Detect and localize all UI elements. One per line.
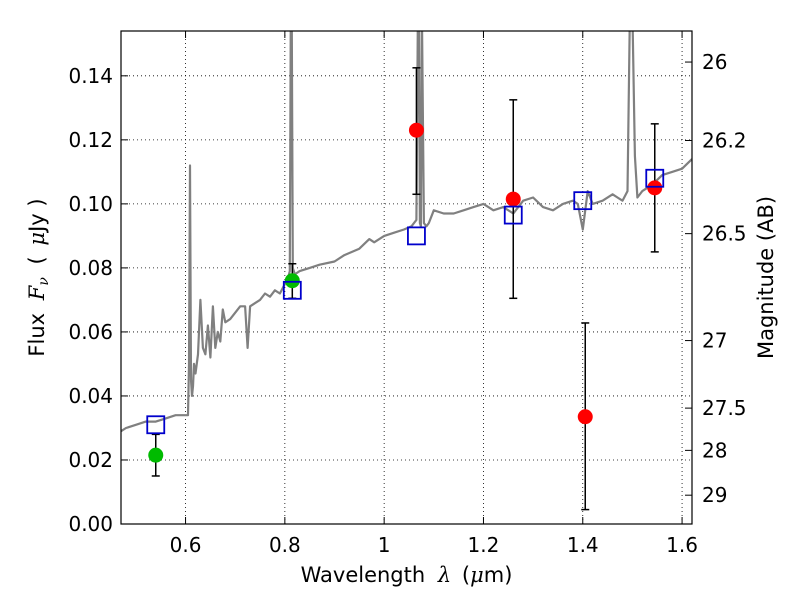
model-spectrum-line (121, 31, 692, 433)
y-axis-label: Flux Fν ( μJy ) (25, 198, 53, 356)
x-tick-label: 1 (378, 533, 391, 557)
x-tick-label: 1.6 (666, 533, 698, 557)
red-data-point (505, 191, 521, 207)
model-photometry-square (407, 226, 426, 246)
plot-area (121, 31, 692, 511)
red-data-point (647, 180, 663, 196)
model-photometry-square (146, 415, 166, 435)
y2-tick-label: 26 (702, 50, 727, 74)
green-data-point (148, 447, 164, 463)
y2-tick-label: 28 (702, 438, 727, 462)
grid (121, 31, 692, 524)
y2-tick-label: 26.2 (702, 128, 747, 152)
green-data-point (284, 273, 300, 289)
red-data-point (577, 409, 593, 425)
model-photometry-square (282, 280, 302, 300)
axes: 0.6 0.8 1 1.2 1.4 1.6 0.00 0.02 0.04 0.06 0.08 0.10… (68, 31, 747, 557)
y-tick-label: 0.04 (68, 384, 113, 408)
y-tick-label: 0.12 (68, 128, 113, 152)
y-tick-label: 0.14 (68, 64, 113, 88)
x-tick-label: 0.8 (269, 533, 301, 557)
model-photometry-square (573, 191, 593, 211)
y-tick-label: 0.10 (68, 192, 113, 216)
x-axis-label: Wavelength λ (μm) (301, 563, 513, 587)
plot-frame (120, 30, 693, 525)
x-tick-label: 1.2 (468, 533, 500, 557)
model-photometry-square (645, 168, 665, 188)
y2-tick-label: 29 (702, 483, 727, 507)
y-tick-label: 0.00 (68, 512, 113, 536)
model-photometry-square (503, 205, 523, 225)
x-tick-label: 0.6 (170, 533, 202, 557)
y-tick-label: 0.02 (68, 448, 113, 472)
y2-tick-label: 27.5 (702, 396, 747, 420)
y-tick-label: 0.06 (68, 320, 113, 344)
y2-axis-label: Magnitude (AB) (754, 196, 778, 359)
y2-tick-label: 26.5 (702, 222, 747, 246)
y-tick-label: 0.08 (68, 256, 113, 280)
x-tick-label: 1.4 (567, 533, 599, 557)
y2-tick-label: 27 (702, 329, 727, 353)
red-data-point (408, 122, 424, 138)
